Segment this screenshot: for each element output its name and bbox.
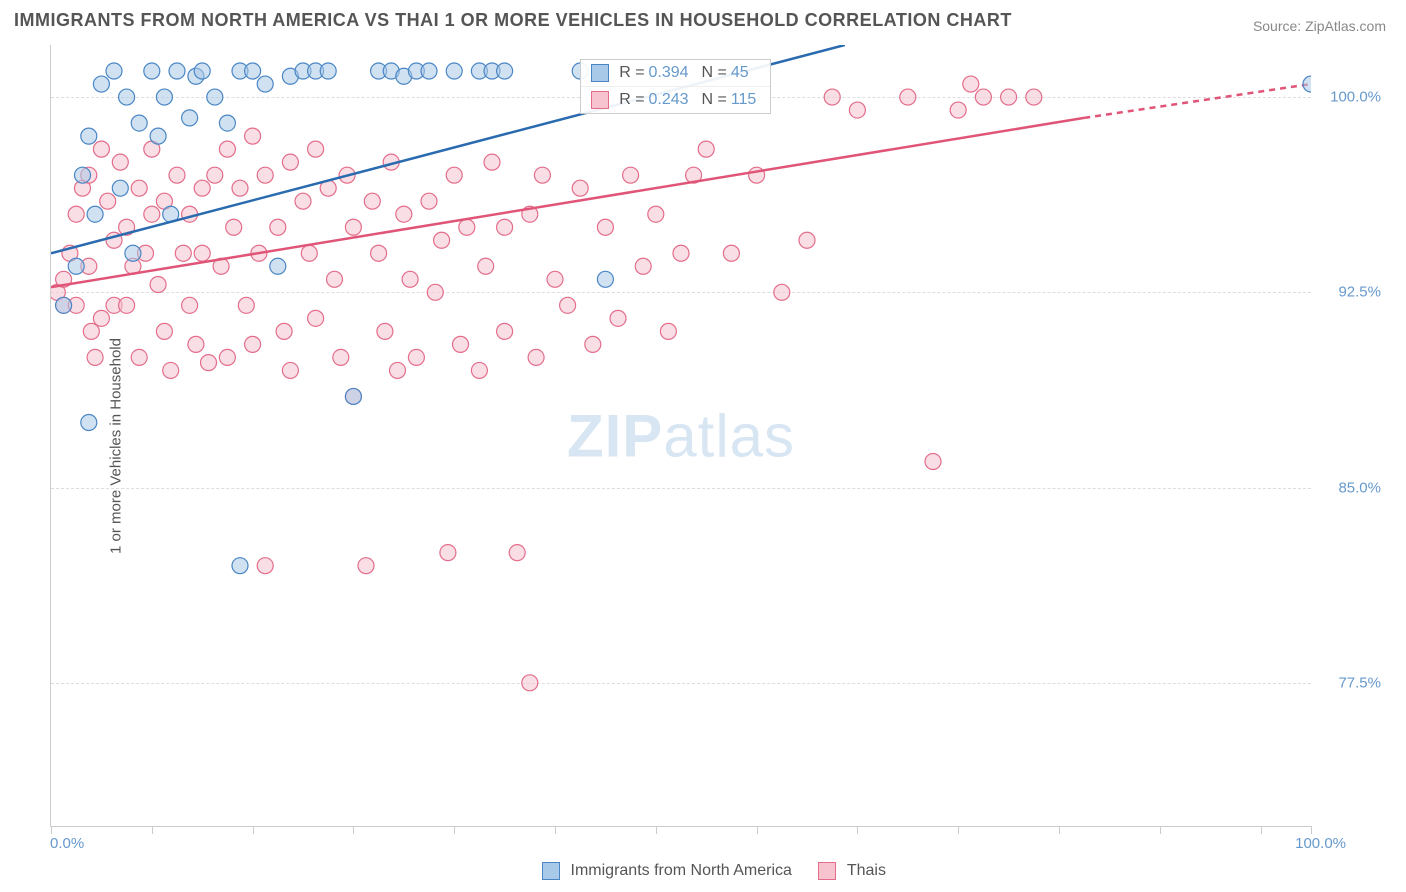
legend-swatch-0 bbox=[542, 862, 560, 880]
bottom-legend: Immigrants from North America Thais bbox=[0, 862, 1406, 880]
stats-row-series-1: R = 0.243 N = 115 bbox=[581, 86, 770, 113]
scatter-svg bbox=[51, 45, 1311, 826]
plot-area: ZIPatlas R = 0.394 N = 45 R = 0.243 N = … bbox=[50, 45, 1311, 827]
legend-label-1: Thais bbox=[847, 862, 886, 879]
stats-swatch-1 bbox=[591, 91, 609, 109]
stats-n-1: 115 bbox=[731, 91, 757, 109]
stats-row-series-0: R = 0.394 N = 45 bbox=[581, 60, 770, 86]
ytick-label: 92.5% bbox=[1321, 284, 1381, 301]
ytick-label: 77.5% bbox=[1321, 674, 1381, 691]
ytick-label: 85.0% bbox=[1321, 479, 1381, 496]
chart-title: IMMIGRANTS FROM NORTH AMERICA VS THAI 1 … bbox=[14, 10, 1012, 31]
x-axis-min-label: 0.0% bbox=[50, 835, 84, 852]
legend-label-0: Immigrants from North America bbox=[571, 862, 792, 879]
stats-swatch-0 bbox=[591, 64, 609, 82]
x-axis-max-label: 100.0% bbox=[1295, 835, 1346, 852]
stats-r-1: 0.243 bbox=[649, 91, 689, 109]
stats-legend-box: R = 0.394 N = 45 R = 0.243 N = 115 bbox=[580, 59, 771, 114]
stats-r-0: 0.394 bbox=[649, 64, 689, 82]
source-label: Source: ZipAtlas.com bbox=[1253, 18, 1386, 34]
ytick-label: 100.0% bbox=[1321, 89, 1381, 106]
legend-swatch-1 bbox=[818, 862, 836, 880]
stats-n-0: 45 bbox=[731, 64, 749, 82]
